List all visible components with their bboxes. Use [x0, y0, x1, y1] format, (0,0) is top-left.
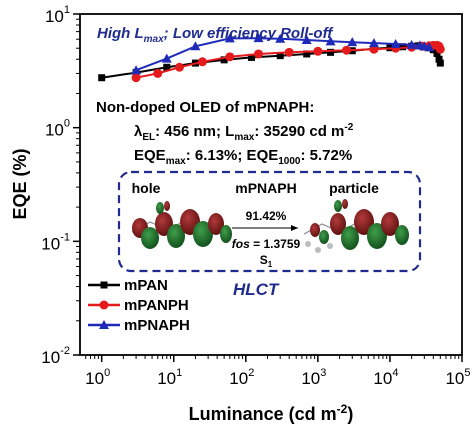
inset-hole-label: hole — [132, 180, 161, 196]
data-point-mPAN — [433, 49, 441, 57]
data-point-mPNAPH — [301, 35, 312, 45]
y-tick-label: 101 — [45, 4, 70, 26]
rolloff-annotation: High Lmax; Low efficiency Roll-off — [97, 25, 334, 45]
axis-ticks — [73, 13, 463, 362]
data-point-mPAN — [435, 55, 443, 63]
x-tick-label: 102 — [229, 367, 254, 388]
data-point-mPNAPH — [131, 65, 142, 75]
data-point-mPNAPH — [368, 38, 379, 48]
inset-percent: 91.42% — [246, 209, 287, 223]
inset-box — [117, 170, 422, 273]
data-point-mPNAPH — [161, 53, 172, 63]
x-tick-label: 103 — [301, 367, 326, 388]
data-point-mPANPH — [284, 47, 294, 57]
data-point-mPNAPH — [224, 33, 235, 43]
data-point-mPNAPH — [347, 37, 358, 47]
data-point-mPNAPH — [406, 39, 417, 49]
data-point-mPAN — [276, 52, 284, 60]
legend-marker — [99, 300, 109, 310]
data-point-mPANPH — [153, 68, 163, 78]
data-point-mPNAPH — [190, 41, 201, 51]
y-tick-label: 100 — [45, 118, 70, 140]
y-axis-label: EQE (%) — [10, 148, 30, 219]
series-mPNAPH — [131, 33, 435, 75]
x-axis-label: Luminance (cd m-2) — [189, 402, 354, 424]
legend-marker — [100, 281, 108, 289]
legend-label: mPAN — [124, 277, 168, 294]
inset-molecule-label: mPNAPH — [235, 180, 296, 196]
data-point-mPAN — [98, 74, 106, 82]
inset-particle-label: particle — [329, 180, 379, 196]
plot-area — [79, 13, 463, 356]
arrow-head-icon — [291, 225, 298, 231]
data-point-mPANPH — [131, 73, 141, 83]
inset-state: S1 — [260, 253, 273, 269]
legend-item-mPNAPH: mPNAPH — [88, 317, 190, 334]
device-title: Non-doped OLED of mPNAPH: — [96, 99, 314, 116]
data-point-mPANPH — [225, 52, 235, 62]
data-point-mPNAPH — [424, 42, 435, 52]
device-line-3: EQEmax: 6.13%; EQE1000: 5.72% — [134, 147, 352, 167]
legend-marker — [99, 320, 109, 329]
data-point-mPAN — [163, 63, 171, 71]
data-point-mPANPH — [254, 49, 264, 59]
data-point-mPANPH — [197, 57, 207, 67]
data-point-mPAN — [436, 59, 444, 67]
y-tick-label: 10-2 — [41, 345, 70, 367]
series-layer — [98, 33, 445, 83]
particle-orbital-image — [303, 199, 409, 253]
data-point-mPANPH — [174, 62, 184, 72]
legend-item-mPAN: mPAN — [88, 277, 168, 294]
device-line-2: λEL: 456 nm; Lmax: 35290 cd m-2 — [134, 122, 354, 143]
inset-fos: fos = 1.3759 — [232, 237, 301, 251]
data-point-mPNAPH — [253, 33, 264, 43]
y-tick-label: 10-1 — [41, 231, 70, 253]
x-tick-label: 105 — [445, 367, 470, 388]
orbital-inset: hole mPNAPH particle 91.42% fos = 1.3759… — [117, 170, 422, 273]
data-point-mPANPH — [435, 44, 445, 54]
x-tick-label: 101 — [157, 367, 182, 388]
x-tick-labels: 100 101 102 103 104 105 — [85, 367, 470, 388]
hole-orbital-image — [131, 201, 232, 249]
legend-label: mPANPH — [124, 297, 189, 314]
data-point-mPNAPH — [275, 33, 286, 43]
legend-item-mPANPH: mPANPH — [88, 297, 189, 314]
data-point-mPAN — [303, 50, 311, 58]
data-point-mPNAPH — [325, 36, 336, 46]
legend: mPAN mPANPH mPNAPH — [88, 277, 190, 334]
data-point-mPANPH — [313, 46, 323, 56]
data-point-mPAN — [220, 56, 228, 64]
x-tick-label: 104 — [373, 367, 398, 388]
data-point-mPNAPH — [390, 38, 401, 48]
legend-label: mPNAPH — [124, 317, 190, 334]
data-point-mPANPH — [342, 45, 352, 55]
x-tick-label: 100 — [85, 367, 110, 388]
y-tick-labels: 10-2 10-1 100 101 — [41, 4, 70, 367]
data-point-mPAN — [399, 43, 407, 51]
hlct-label: HLCT — [233, 280, 280, 299]
data-point-mPAN — [248, 53, 256, 61]
data-point-mPAN — [327, 48, 335, 56]
